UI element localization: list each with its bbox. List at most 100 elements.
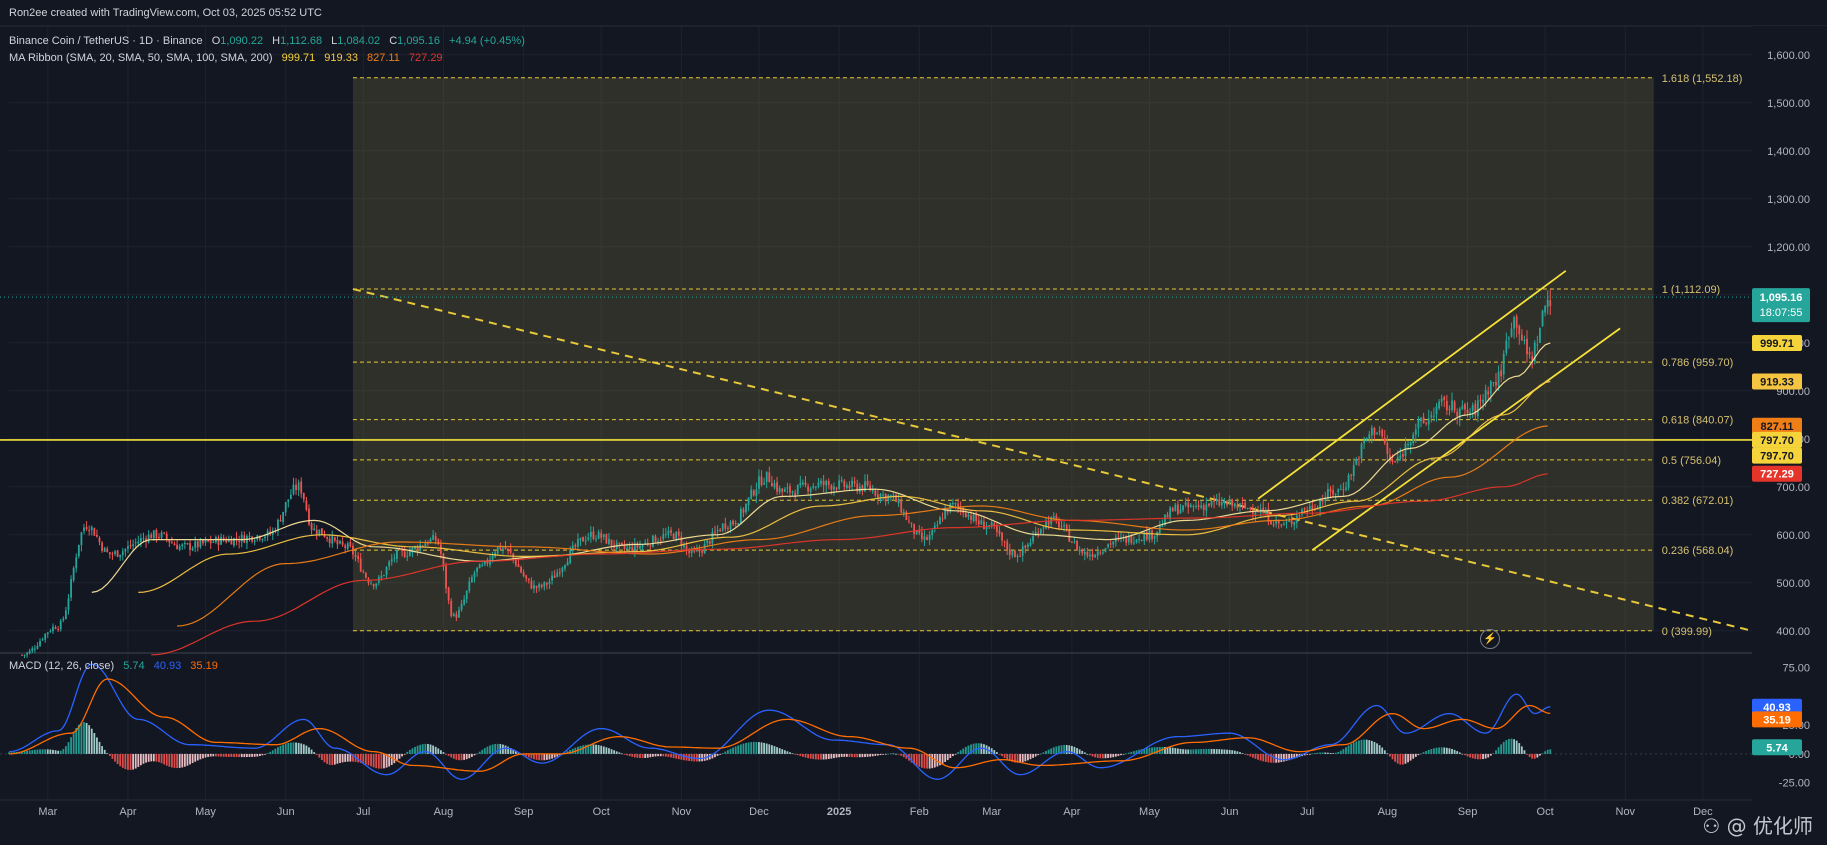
macd-histogram-bar — [1267, 753, 1270, 763]
candle-body — [1189, 504, 1192, 507]
macd-histogram-bar — [1208, 748, 1210, 754]
candle-body — [708, 541, 711, 544]
candle-body — [421, 545, 424, 547]
macd-histogram-bar — [556, 753, 559, 757]
candle-body — [1078, 549, 1081, 552]
macd-histogram-bar — [615, 751, 618, 754]
candle-body — [41, 639, 44, 641]
macd-histogram-bar — [1461, 753, 1464, 755]
candle-body — [871, 489, 874, 492]
macd-histogram-bar — [877, 753, 879, 756]
candle-body — [620, 542, 623, 546]
candle-body — [636, 543, 639, 548]
trendlines — [352, 270, 1753, 632]
candle-body — [160, 532, 163, 538]
macd-histogram-bar — [623, 753, 626, 755]
candle-body — [155, 529, 158, 539]
macd-histogram-bar — [1370, 740, 1373, 754]
candle-body — [1034, 531, 1037, 536]
macd-histogram-bar — [1189, 749, 1192, 754]
macd-histogram-bar — [129, 753, 132, 770]
candle-body — [284, 502, 287, 513]
candle-body — [962, 507, 965, 514]
candle-body — [235, 537, 238, 540]
candle-body — [900, 499, 903, 513]
candle-body — [840, 479, 843, 481]
macd-histogram-bar — [512, 749, 515, 754]
macd-histogram-bar — [724, 751, 727, 754]
candle-body — [491, 555, 494, 560]
macd-histogram-bar — [1089, 753, 1091, 756]
candle-body — [1145, 532, 1148, 540]
macd-histogram-bar — [357, 753, 360, 763]
candle-body — [62, 618, 65, 621]
macd-histogram-bar — [1223, 749, 1226, 754]
candle-body — [835, 487, 838, 490]
candle-body — [1182, 505, 1184, 511]
macd-histogram-bar — [936, 753, 939, 767]
macd-histogram-bar — [248, 753, 251, 757]
macd-histogram-bar — [646, 753, 649, 758]
candle-body — [1047, 521, 1050, 526]
candle-body — [393, 557, 396, 559]
macd-histogram-bar — [1148, 747, 1151, 754]
candle-body — [1125, 535, 1128, 543]
candle-body — [814, 486, 817, 488]
channel-line — [1311, 327, 1621, 551]
candle-body — [802, 482, 804, 485]
macd-histogram-bar — [745, 742, 747, 754]
macd-histogram-bar — [460, 753, 463, 761]
candle-body — [944, 510, 947, 519]
current-price-value: 1,095.16 — [1760, 292, 1803, 304]
candle-body — [375, 583, 378, 587]
candle-body — [1148, 530, 1151, 540]
macd-histogram-bar — [864, 753, 866, 758]
macd-histogram-bar — [597, 745, 600, 754]
macd-histogram-bar — [1109, 753, 1112, 758]
macd-histogram-bar — [1070, 745, 1073, 754]
candle-body — [165, 533, 168, 540]
macd-histogram-bar — [802, 753, 804, 757]
high-value: 1,112.68 — [280, 35, 323, 47]
candle-body — [1399, 455, 1402, 459]
candle-body — [339, 541, 341, 544]
candle-body — [1226, 502, 1228, 506]
candle-body — [238, 541, 241, 543]
candle-body — [990, 522, 993, 526]
candle-body — [455, 614, 458, 618]
candle-body — [1520, 334, 1523, 341]
candle-body — [892, 494, 895, 496]
macd-histogram-bar — [1500, 744, 1503, 754]
macd-histogram-bar — [1133, 751, 1135, 754]
candle-body — [693, 550, 696, 552]
macd-histogram-bar — [1533, 753, 1536, 759]
macd-histogram-bar — [1032, 753, 1034, 758]
macd-histogram-bar — [411, 748, 414, 754]
candle-body — [403, 551, 406, 558]
candle-body — [514, 558, 517, 566]
macd-histogram-bar — [618, 752, 621, 754]
candle-body — [1407, 444, 1409, 446]
candle-body — [152, 530, 155, 539]
lightning-icon[interactable]: ⚡ — [1480, 629, 1500, 649]
candle-body — [1546, 299, 1549, 308]
candle-body — [1228, 499, 1231, 505]
candle-body — [33, 648, 36, 650]
candle-body — [1339, 489, 1342, 491]
candle-body — [1239, 503, 1241, 507]
candle-body — [220, 536, 222, 545]
macd-histogram-bar — [807, 753, 809, 759]
macd-histogram-bar — [1350, 743, 1353, 754]
macd-histogram-bar — [1414, 753, 1417, 757]
candle-body — [1427, 418, 1430, 425]
candle-body — [1112, 541, 1115, 545]
macd-histogram-bar — [207, 753, 210, 757]
candle-body — [608, 538, 610, 545]
candle-body — [452, 613, 455, 616]
price-tick-label: 1,300.00 — [1767, 194, 1810, 206]
candle-body — [1024, 545, 1027, 548]
macd-histogram-bar — [765, 743, 768, 754]
macd-histogram-bar — [1425, 750, 1428, 754]
